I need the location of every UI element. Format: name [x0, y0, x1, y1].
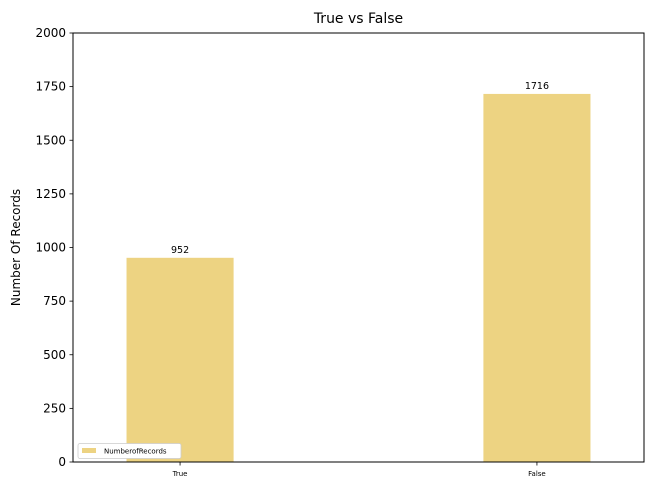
x-tick-label-false: False [528, 470, 546, 478]
x-tick-label-true: True [172, 470, 188, 478]
bars-group [126, 93, 591, 462]
legend-swatch [82, 448, 96, 453]
legend-label: NumberofRecords [104, 448, 167, 456]
y-tick-label: 0 [58, 455, 66, 469]
y-tick-label: 1250 [35, 187, 66, 201]
plot-area: 952 1716 0 250 500 750 1000 1250 1500 1750 2000 T… [35, 26, 645, 478]
y-tick-label: 2000 [35, 26, 66, 40]
bar-value-label-false: 1716 [525, 81, 549, 92]
y-tick-label: 1750 [35, 80, 66, 94]
bar-true [126, 257, 234, 462]
y-tick-label: 1000 [35, 241, 66, 255]
chart-title: True vs False [313, 11, 403, 27]
legend: NumberofRecords [77, 443, 182, 459]
y-tick-label: 750 [43, 294, 66, 308]
bar-false [483, 93, 591, 462]
legend-box [77, 443, 182, 459]
y-axis-label: Number Of Records [9, 189, 23, 306]
bar-value-label-true: 952 [171, 245, 189, 256]
y-tick-label: 250 [43, 401, 66, 415]
y-tick-label: 500 [43, 348, 66, 362]
y-axis-ticks: 0 250 500 750 1000 1250 1500 1750 2000 [35, 26, 73, 469]
x-axis-ticks: True False [172, 462, 546, 478]
y-tick-label: 1500 [35, 133, 66, 147]
bar-labels-group: 952 1716 [171, 81, 549, 256]
